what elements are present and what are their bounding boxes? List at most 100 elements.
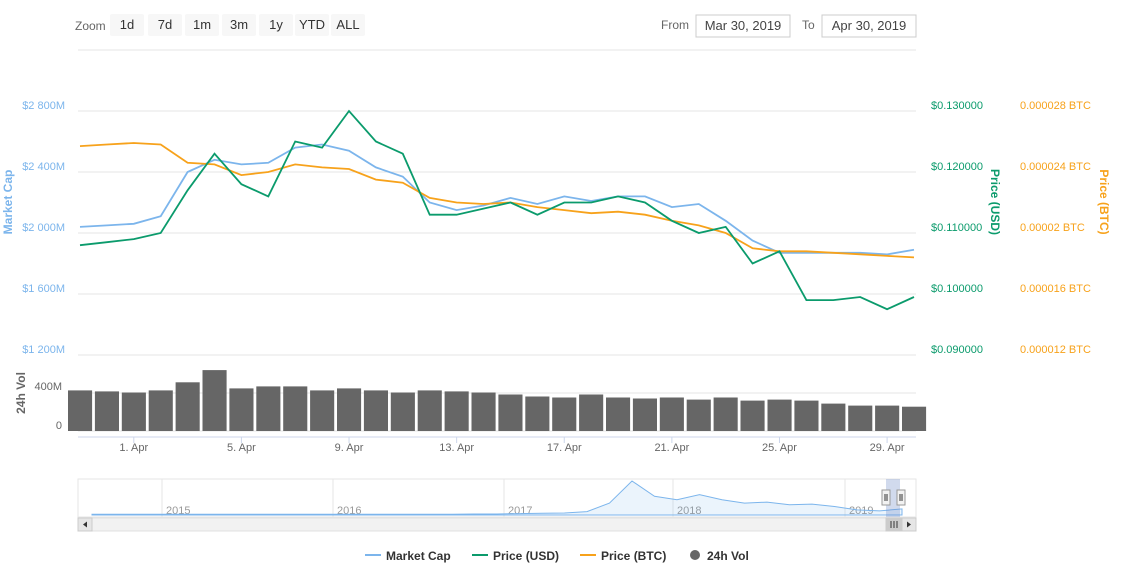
volume-bars [68,370,927,431]
zoom-button-1m[interactable]: 1m [185,14,219,36]
volume-bar [310,390,335,431]
zoom-button-label: 1m [193,17,211,32]
volume-bar [767,399,792,431]
zoom-button-all[interactable]: ALL [331,14,365,36]
volume-bar [794,400,819,431]
to-date-value: Apr 30, 2019 [832,18,906,33]
volume-bar [848,405,873,431]
market-cap-axis: $2 800M $2 400M $2 000M $1 600M $1 200M … [1,100,65,356]
volume-bar [390,392,415,431]
series-lines [79,109,915,311]
zoom-button-bg [110,14,144,36]
from-date-value: Mar 30, 2019 [705,18,782,33]
scrollbar-left-arrow[interactable] [77,517,93,532]
volume-axis: 400M 0 24h Vol [14,372,62,432]
x-tick-label: 1. Apr [119,442,148,454]
price-usd-tick: $0.100000 [931,283,983,295]
chevron-right-icon [907,521,911,528]
volume-bar [632,398,657,431]
zoom-button-label: ALL [336,17,359,32]
volume-bar [148,390,173,431]
zoom-button-bg [185,14,219,36]
zoom-button-label: 1d [120,17,134,32]
volume-bar [606,397,631,431]
legend-item-volume[interactable]: 24h Vol [690,549,749,563]
legend-item-market-cap[interactable]: Market Cap [365,549,451,563]
price-usd-axis: $0.130000 $0.120000 $0.110000 $0.100000 … [931,100,1002,356]
scrollbar-right-arrow[interactable] [901,517,917,532]
volume-bar [713,397,738,431]
volume-bar [902,406,927,431]
zoom-button-bg [295,14,329,36]
from-date-box [695,14,791,38]
navigator-area [91,480,903,516]
zoom-button-1d[interactable]: 1d [110,14,144,36]
volume-bar [740,400,765,431]
scrollbar-track[interactable] [77,517,917,532]
navigator-year-label: 2018 [677,505,701,517]
volume-bar [659,397,684,431]
price-usd-tick: $0.120000 [931,161,983,173]
price-btc-tick: 0.000012 BTC [1020,344,1091,356]
price-btc-tick: 0.000028 BTC [1020,100,1091,112]
scrollbar[interactable] [77,517,917,532]
x-axis: 1. Apr 5. Apr 9. Apr 13. Apr 17. Apr 21. Apr 2… [78,436,916,454]
navigator[interactable]: 20152016201720182019 [77,478,917,518]
volume-tick: 400M [34,381,62,393]
zoom-button-1y[interactable]: 1y [259,14,293,36]
volume-bar [498,394,523,431]
market-cap-tick: $2 000M [22,222,65,234]
chevron-left-icon [83,521,87,528]
navigator-handle-left[interactable] [881,489,891,506]
price-btc-tick: 0.000024 BTC [1020,161,1091,173]
price-btc-tick: 0.000016 BTC [1020,283,1091,295]
market-cap-tick: $1 600M [22,283,65,295]
zoom-button-bg [259,14,293,36]
market-cap-axis-title: Market Cap [1,170,15,235]
price-usd-tick: $0.130000 [931,100,983,112]
legend-label: Market Cap [386,549,451,563]
x-tick-label: 25. Apr [762,442,797,454]
handle-box [896,489,906,506]
price-btc-axis-title: Price (BTC) [1097,169,1111,234]
to-label: To [802,18,815,32]
volume-bar [552,397,577,431]
volume-bar [579,394,604,431]
zoom-label: Zoom [75,19,106,33]
volume-axis-title: 24h Vol [14,372,28,414]
x-tick-label: 29. Apr [870,442,905,454]
market-cap-tick: $2 400M [22,161,65,173]
zoom-button-ytd[interactable]: YTD [295,14,329,36]
zoom-button-bg [331,14,365,36]
volume-bar [202,370,227,431]
from-label: From [661,18,689,32]
volume-bar [444,391,469,431]
volume-bar [121,392,146,431]
volume-bar [875,405,900,431]
price-usd-tick: $0.090000 [931,344,983,356]
from-date-input[interactable]: Mar 30, 2019 [695,14,791,38]
legend-item-price-usd[interactable]: Price (USD) [472,549,559,563]
navigator-year-label: 2019 [849,505,873,517]
x-ticks: 1. Apr 5. Apr 9. Apr 13. Apr 17. Apr 21. Apr 2… [119,437,905,454]
price-btc-tick: 0.00002 BTC [1020,222,1085,234]
navigator-handle-right[interactable] [896,489,906,506]
price-btc-axis: 0.000028 BTC 0.000024 BTC 0.00002 BTC 0.… [1020,100,1111,356]
legend-item-price-btc[interactable]: Price (BTC) [580,549,666,563]
to-date-input[interactable]: Apr 30, 2019 [821,14,917,38]
market-cap-tick: $1 200M [22,344,65,356]
price-btc-line [79,142,915,259]
volume-bar [337,388,362,431]
zoom-button-bg [222,14,256,36]
zoom-button-7d[interactable]: 7d [148,14,182,36]
scrollbar-thumb[interactable] [885,517,903,532]
price-usd-line [79,109,915,311]
legend: Market Cap Price (USD) Price (BTC) 24h V… [365,549,749,563]
zoom-button-3m[interactable]: 3m [222,14,256,36]
x-tick-label: 17. Apr [547,442,582,454]
navigator-selected-range [886,479,900,517]
volume-bar [471,392,496,431]
zoom-button-bg [148,14,182,36]
handle-box [881,489,891,506]
